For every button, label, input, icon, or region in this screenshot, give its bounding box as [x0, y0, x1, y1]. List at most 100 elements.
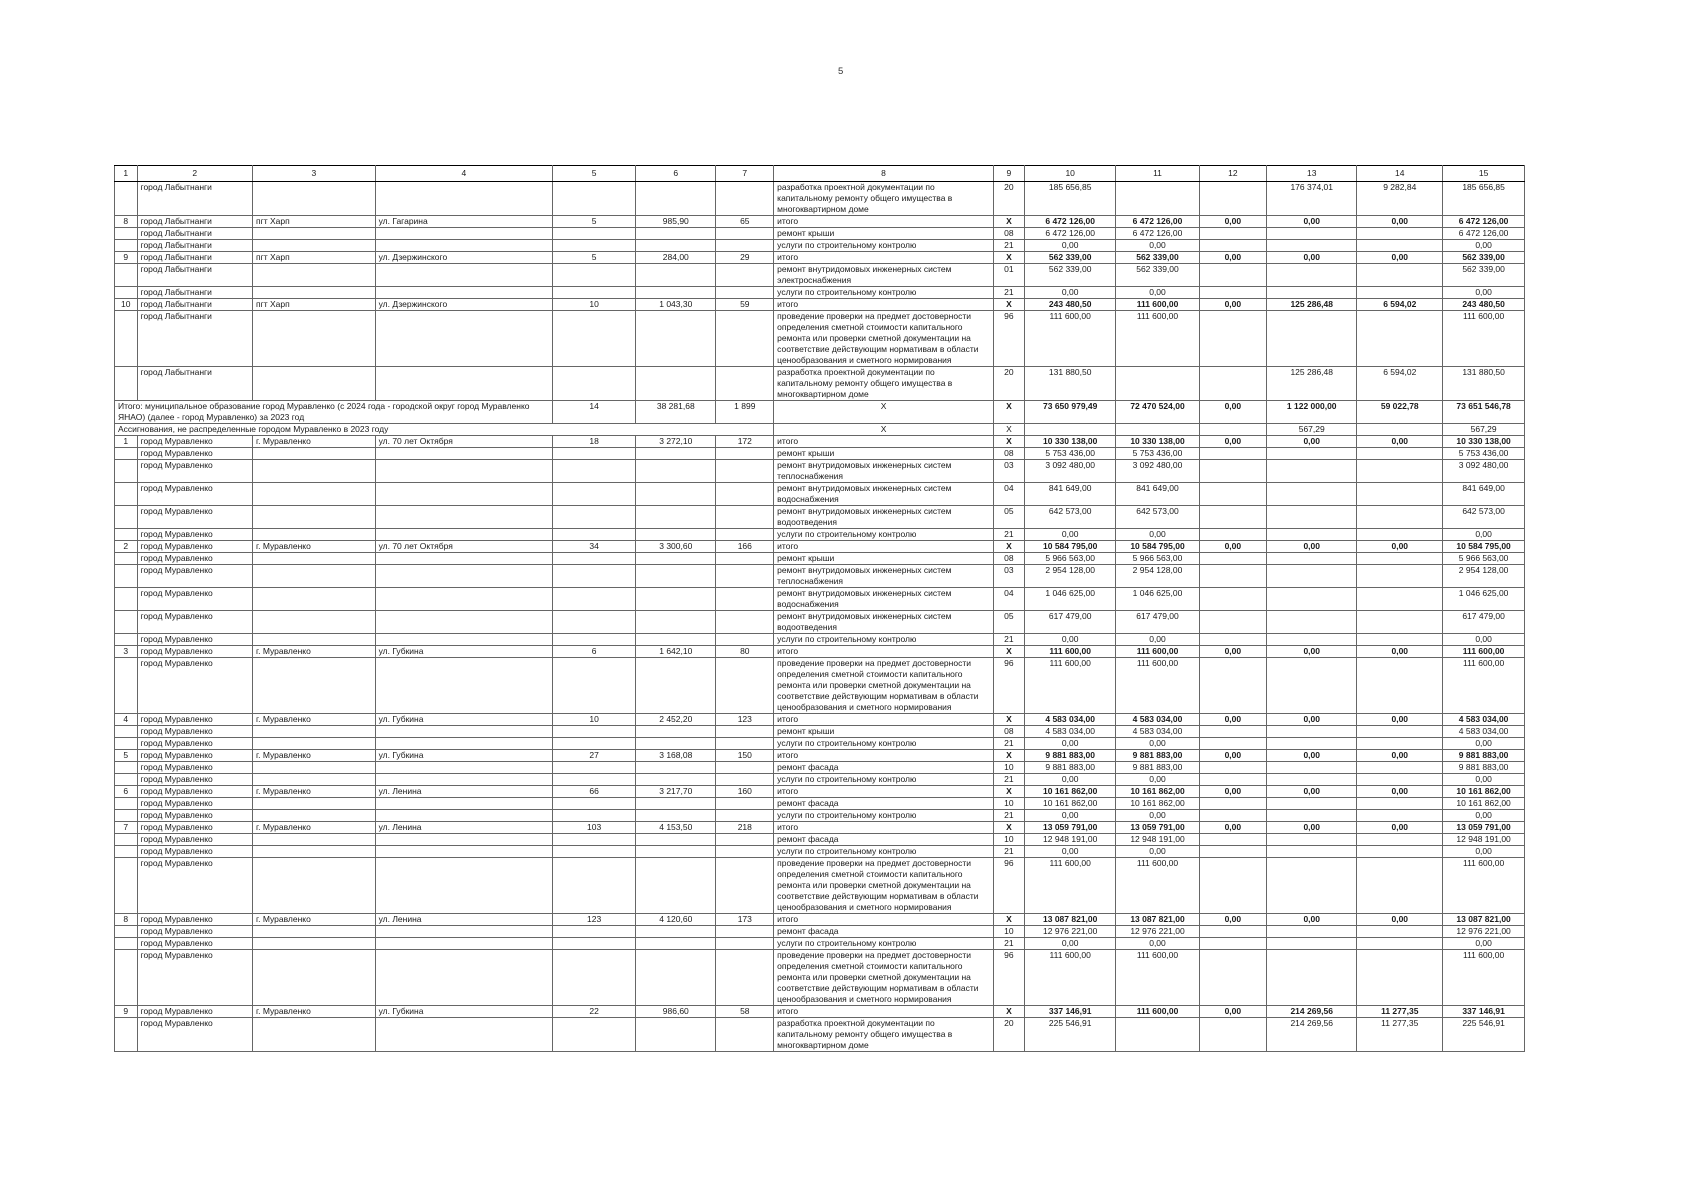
cell: город Муравленко	[136, 833, 254, 846]
cell: город Лабытнанги	[136, 239, 254, 252]
cell: 841 649,00	[1023, 482, 1117, 506]
cell	[1198, 505, 1268, 529]
cell: 562 339,00	[1023, 251, 1117, 264]
cell	[715, 737, 775, 750]
cell: город Муравленко	[136, 482, 254, 506]
cell: 0,00	[1198, 435, 1268, 448]
cell: 10	[992, 797, 1025, 810]
cell	[252, 263, 376, 287]
cell: 6 472 126,00	[1023, 215, 1117, 228]
cell: 9 881 883,00	[1442, 749, 1525, 762]
cell: ремонт внутридомовых инженерных систем в…	[773, 610, 994, 634]
column-header: 5	[552, 165, 637, 182]
cell	[252, 633, 376, 646]
cell: ул. Ленина	[374, 913, 554, 926]
cell: 0,00	[1023, 809, 1117, 822]
cell: X	[773, 423, 994, 436]
cell: проведение проверки на предмет достоверн…	[773, 310, 994, 367]
cell: 05	[992, 505, 1025, 529]
cell	[715, 239, 775, 252]
cell	[252, 725, 376, 738]
cell: 567,29	[1442, 423, 1525, 436]
cell: 2 954 128,00	[1115, 564, 1200, 588]
cell: 6	[552, 645, 637, 658]
cell	[1198, 633, 1268, 646]
cell: 4	[114, 713, 138, 726]
cell	[374, 657, 554, 714]
cell: 14	[552, 400, 637, 424]
cell	[1198, 286, 1268, 299]
cell: 111 600,00	[1023, 645, 1117, 658]
cell: 12 976 221,00	[1023, 925, 1117, 938]
cell: 0,00	[1356, 785, 1444, 798]
table-row: город Муравленко ремонт внутридомовых инж…	[114, 482, 1525, 506]
cell	[374, 937, 554, 950]
cell: услуги по строительному контролю	[773, 239, 994, 252]
cell	[1266, 725, 1358, 738]
cell: 103	[552, 821, 637, 834]
cell: 0,00	[1023, 773, 1117, 786]
cell: 10	[992, 761, 1025, 774]
cell	[1356, 310, 1444, 367]
cell: 59	[715, 298, 775, 311]
cell: 59 022,78	[1356, 400, 1444, 424]
cell	[1266, 263, 1358, 287]
cell	[1266, 949, 1358, 1006]
cell: 0,00	[1115, 845, 1200, 858]
cell	[715, 937, 775, 950]
table-row: город Муравленко услуги по строительному …	[114, 773, 1525, 786]
cell	[715, 447, 775, 460]
cell	[1356, 725, 1444, 738]
cell	[374, 809, 554, 822]
table-row: город Муравленко ремонт крыши 08 5 966 563,…	[114, 552, 1525, 565]
table-row: город Муравленко ремонт фасада 10 12 976 22…	[114, 925, 1525, 938]
cell: 0,00	[1356, 251, 1444, 264]
table-row: город Лабытнанги разработка проектной док…	[114, 181, 1525, 216]
cell: 131 880,50	[1442, 366, 1525, 401]
cell	[1356, 657, 1444, 714]
cell: ул. Гагарина	[374, 215, 554, 228]
cell	[635, 725, 717, 738]
cell	[1198, 725, 1268, 738]
table-row: город Муравленко ремонт фасада 10 10 161 86…	[114, 797, 1525, 810]
cell	[114, 310, 138, 367]
table-row: город Муравленко разработка проектной док…	[114, 1017, 1525, 1052]
cell: 111 600,00	[1442, 949, 1525, 1006]
table-row: 6 город Муравленко г. Муравленко ул. Ленина…	[114, 785, 1525, 798]
cell	[114, 773, 138, 786]
table-row: город Лабытнанги услуги по строительному …	[114, 286, 1525, 299]
cell	[252, 564, 376, 588]
cell: 0,00	[1198, 821, 1268, 834]
cell	[1266, 310, 1358, 367]
cell	[1356, 482, 1444, 506]
cell	[1356, 925, 1444, 938]
cell: X	[992, 713, 1025, 726]
cell	[1198, 564, 1268, 588]
cell	[1266, 610, 1358, 634]
cell: 111 600,00	[1023, 310, 1117, 367]
table-row: город Муравленко услуги по строительному …	[114, 528, 1525, 541]
cell	[114, 657, 138, 714]
cell	[715, 833, 775, 846]
cell	[552, 310, 637, 367]
cell: X	[992, 298, 1025, 311]
cell	[552, 737, 637, 750]
cell: 642 573,00	[1442, 505, 1525, 529]
cell: 125 286,48	[1266, 366, 1358, 401]
cell: 111 600,00	[1023, 657, 1117, 714]
cell	[1356, 552, 1444, 565]
cell: 0,00	[1198, 713, 1268, 726]
cell: услуги по строительному контролю	[773, 528, 994, 541]
cell: город Лабытнанги	[136, 181, 254, 216]
cell	[374, 366, 554, 401]
cell	[374, 925, 554, 938]
table-row: город Муравленко услуги по строительному …	[114, 809, 1525, 822]
cell	[715, 773, 775, 786]
cell	[252, 949, 376, 1006]
table-row: город Муравленко ремонт внутридомовых инж…	[114, 459, 1525, 483]
table-row: город Муравленко проведение проверки на п…	[114, 949, 1525, 1006]
cell: 21	[992, 286, 1025, 299]
cell: итого	[773, 435, 994, 448]
cell: X	[992, 749, 1025, 762]
cell: 4 583 034,00	[1023, 725, 1117, 738]
